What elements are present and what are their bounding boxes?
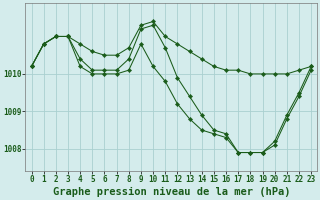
X-axis label: Graphe pression niveau de la mer (hPa): Graphe pression niveau de la mer (hPa) [52, 187, 290, 197]
